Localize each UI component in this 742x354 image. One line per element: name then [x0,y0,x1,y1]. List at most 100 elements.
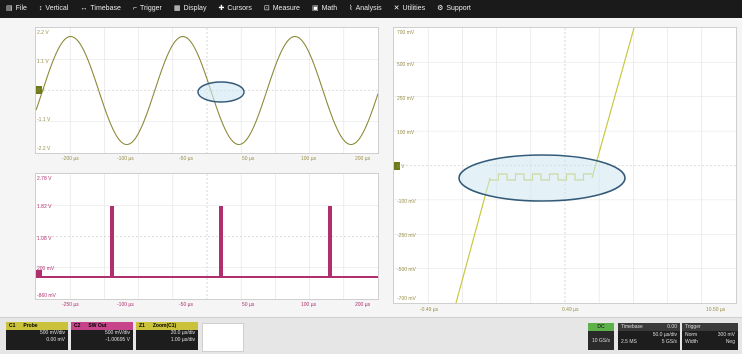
menu-vertical[interactable]: ↕ Vertical [33,0,74,18]
grid1-plot[interactable] [35,28,379,153]
timebase-state: 0.00 [667,324,677,330]
tick-label: 1.08 V [37,236,52,242]
grid-c1-sine[interactable] [35,27,379,154]
menu-utilities[interactable]: ✕ Utilities [388,0,431,18]
menu-file[interactable]: ▤ File [0,0,33,18]
grid-c2-pulses[interactable] [35,173,379,300]
tick-label: -100 µs [117,156,134,162]
c2-baseline-trace [36,276,378,278]
menu-analysis[interactable]: ⌇ Analysis [343,0,388,18]
timebase-memory: 2.5 MS [621,339,637,345]
trigger-badge[interactable]: DC [588,323,614,331]
support-icon: ⚙ [437,5,444,12]
analysis-icon: ⌇ [349,5,353,12]
tick-label: 50 µs [242,302,255,308]
descriptor-channel: C1 [9,323,16,329]
descriptor-offset: 1.00 µs/div [170,337,195,343]
tick-label: -50 µs [179,156,193,162]
descriptor-scale: 500 mV/div [39,330,65,336]
menu-display[interactable]: ▦ Display [168,0,213,18]
timebase-value: 50.0 µs/div [652,332,677,338]
menu-timebase[interactable]: ↔ Timebase [74,0,126,18]
grid-lines [36,174,378,299]
menu-label: Trigger [139,5,162,12]
tick-label: 0.49 µs [562,307,579,313]
measure-icon: ⊡ [263,5,270,12]
grid3-plot[interactable] [394,27,736,304]
trigger-label: Trigger [682,323,738,331]
tick-label: 200 µs [355,156,371,162]
descriptor-title: SW Out [88,323,107,329]
timebase-rate: 5 GS/s [661,339,677,345]
trigger-badge-label: DC [597,324,605,330]
descriptor-z1[interactable]: Z1 Zoom(C1) 20.0 µs/div 1.00 µs/div [136,322,198,350]
timebase-icon: ↔ [80,5,88,12]
tick-label: 250 mV [397,96,415,102]
descriptor-header: C2 SW Out [71,322,133,330]
descriptor-title: Zoom(C1) [152,323,177,329]
tick-label: 100 mV [397,130,415,136]
trigger-level: 300 mV [717,332,735,338]
menu-label: File [15,5,27,12]
math-icon: ▣ [311,5,319,12]
tick-label: 1.82 V [37,204,52,210]
trigger-icon: ⌐ [132,5,137,12]
tick-label: 2.78 V [37,176,52,182]
timebase-descriptor[interactable]: Timebase 0.00 50.0 µs/div 2.5 MS 5 GS/s [618,323,680,350]
tick-label: -50 µs [179,302,193,308]
menu-label: Vertical [45,5,69,12]
trigger-descriptor[interactable]: Trigger Norm 300 mV Width Neg [682,323,738,350]
c2-ground-marker [36,270,42,278]
descriptor-c1[interactable]: C1 Probe 500 mV/div 0.00 mV [6,322,68,350]
menu-label: Support [446,5,471,12]
trigger-mode: Norm [685,332,698,338]
sample-rate-box[interactable]: 10 GS/s [588,331,614,350]
descriptor-title: Probe [23,323,38,329]
tick-label: -2.2 V [37,146,51,152]
c2-pulse [328,206,332,278]
zoom-detail-bubble [458,154,626,202]
sample-rate: 10 GS/s [591,337,611,344]
file-icon: ▤ [6,5,13,12]
tick-label: 200 µs [355,302,371,308]
tick-label: -0.49 µs [420,307,439,313]
tick-label: 200 mV [37,266,55,272]
trigger-type: Width [685,339,698,345]
grid-zoom[interactable] [393,27,737,304]
descriptor-channel: Z1 [139,323,145,329]
empty-descriptor-slot[interactable] [202,323,244,352]
descriptor-c2[interactable]: C2 SW Out 500 mV/div -1.00695 V [71,322,133,350]
menu-cursors[interactable]: ✚ Cursors [212,0,257,18]
c2-pulse [110,206,114,278]
tick-label: 0 V [37,88,45,94]
tick-label: -860 mV [37,293,56,299]
tick-label: -250 µs [62,302,79,308]
c1-ground-marker [36,86,42,94]
descriptor-scale: 20.0 µs/div [170,330,195,336]
tick-label: 700 mV [397,30,415,36]
tick-label: -100 µs [117,302,134,308]
zoom-trace-rise-1 [455,177,491,304]
menu-label: Cursors [227,5,252,12]
descriptor-channel: C2 [74,323,81,329]
tick-label: 2.2 V [37,30,49,36]
trigger-slope: Neg [725,339,735,345]
tick-label: 100 µs [301,156,317,162]
tick-label: 1.1 V [37,59,49,65]
descriptor-offset: 0.00 mV [46,337,65,343]
menu-label: Utilities [402,5,426,12]
descriptor-header: Z1 Zoom(C1) [136,322,198,330]
descriptor-header: C1 Probe [6,322,68,330]
menu-math[interactable]: ▣ Math [306,0,343,18]
menu-support[interactable]: ⚙ Support [431,0,477,18]
tick-label: 500 mV [397,62,415,68]
menu-label: Analysis [355,5,382,12]
grid2-plot[interactable] [36,174,378,299]
tick-label: -250 mV [397,233,416,239]
menu-trigger[interactable]: ⌐ Trigger [127,0,168,18]
menu-measure[interactable]: ⊡ Measure [258,0,306,18]
cursors-icon: ✚ [218,5,225,12]
menu-label: Display [183,5,207,12]
menu-bar: ▤ File ↕ Vertical ↔ Timebase ⌐ Trigger ▦ Display ✚… [0,0,742,18]
